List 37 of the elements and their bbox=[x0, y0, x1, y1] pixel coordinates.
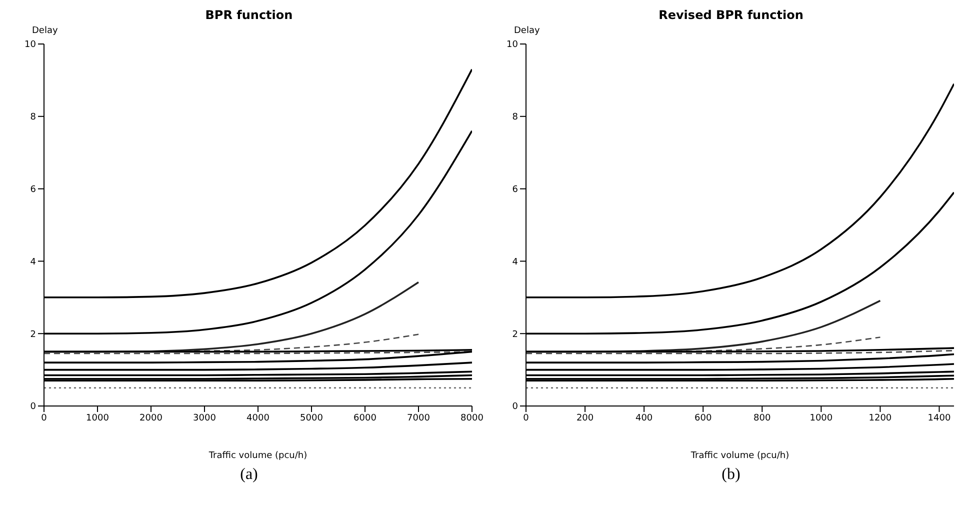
y-tick-label: 0 bbox=[30, 402, 36, 412]
x-tick-label: 5000 bbox=[300, 413, 324, 424]
x-tick-label: 7000 bbox=[407, 413, 430, 424]
x-tick-label: 1000 bbox=[810, 413, 833, 424]
chart-title: BPR function bbox=[204, 8, 294, 24]
y-tick-label: 8 bbox=[30, 112, 36, 123]
y-tick-label: 6 bbox=[512, 184, 518, 195]
text: (b) bbox=[720, 466, 742, 484]
x-tick-label: 200 bbox=[576, 413, 594, 424]
text: (a) bbox=[239, 466, 259, 484]
y-tick-label: 0 bbox=[512, 402, 518, 412]
x-tick-label: 6000 bbox=[354, 413, 377, 424]
y-axis-title: Delay bbox=[32, 26, 58, 36]
x-tick-label: 3000 bbox=[193, 413, 216, 424]
x-tick-label: 1200 bbox=[868, 413, 892, 424]
x-tick-label: 400 bbox=[635, 413, 653, 424]
x-tick-label: 0 bbox=[41, 413, 48, 424]
y-tick-label: 2 bbox=[30, 330, 36, 340]
x-tick-label: 1400 bbox=[928, 413, 951, 424]
y-tick-label: 4 bbox=[512, 257, 518, 268]
y-tick-label: 4 bbox=[30, 257, 36, 268]
x-tick-label: 600 bbox=[694, 413, 712, 424]
x-tick-label: 800 bbox=[754, 413, 771, 424]
y-tick-label: 8 bbox=[512, 112, 518, 123]
y-tick-label: 10 bbox=[24, 40, 36, 50]
x-tick-label: 1000 bbox=[86, 413, 110, 424]
x-axis-title: Traffic volume (pcu/h) bbox=[690, 451, 790, 461]
chart-title: Revised BPR function bbox=[658, 8, 804, 24]
x-tick-label: 8000 bbox=[460, 413, 484, 424]
y-tick-label: 10 bbox=[506, 40, 518, 50]
x-tick-label: 2000 bbox=[140, 413, 163, 424]
y-tick-label: 6 bbox=[30, 184, 36, 195]
x-axis-title: Traffic volume (pcu/h) bbox=[208, 451, 308, 461]
x-tick-label: 0 bbox=[523, 413, 530, 424]
x-tick-label: 4000 bbox=[246, 413, 270, 424]
y-tick-label: 2 bbox=[512, 330, 518, 340]
y-axis-title: Delay bbox=[514, 26, 540, 36]
